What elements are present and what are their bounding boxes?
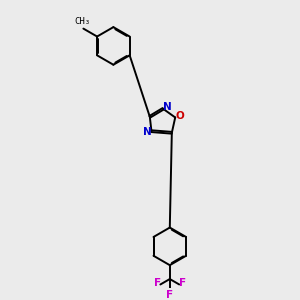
Text: F: F [178,278,186,289]
Text: CH₃: CH₃ [74,17,90,26]
Text: N: N [163,102,172,112]
Text: F: F [166,290,173,300]
Text: O: O [176,112,184,122]
Text: F: F [154,278,161,289]
Text: N: N [142,127,152,137]
